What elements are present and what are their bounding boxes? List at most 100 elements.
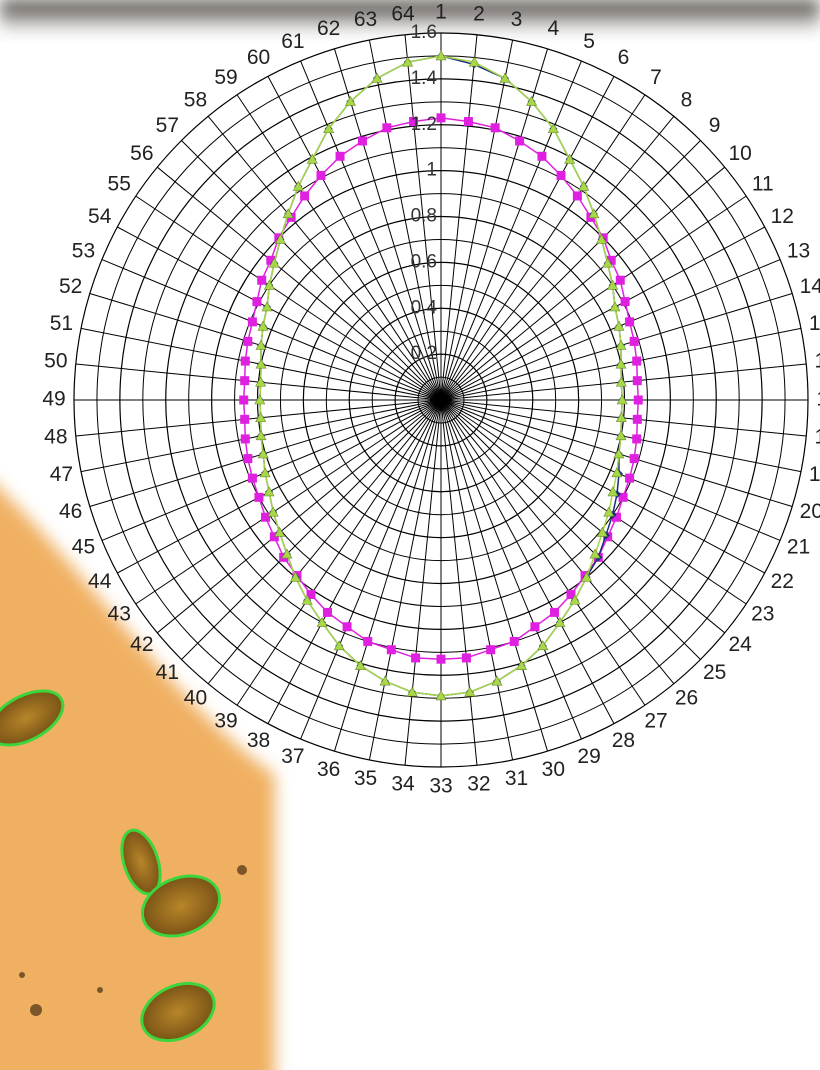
marker <box>411 653 420 662</box>
category-label: 3 <box>511 8 523 31</box>
marker <box>316 171 325 180</box>
marker <box>464 117 473 126</box>
category-label: 22 <box>771 570 794 593</box>
speck <box>97 987 103 993</box>
marker <box>630 454 639 463</box>
marker <box>621 297 630 306</box>
marker <box>239 396 248 405</box>
category-label: 25 <box>703 661 726 684</box>
category-label: 26 <box>675 687 698 710</box>
category-label: 19 <box>809 463 820 486</box>
category-label: 28 <box>612 729 635 752</box>
marker <box>550 608 559 617</box>
category-label: 1 <box>435 1 447 24</box>
category-label: 21 <box>787 536 810 559</box>
marker <box>530 622 539 631</box>
category-label: 45 <box>72 536 95 559</box>
r-tick-label: 0.6 <box>411 251 437 272</box>
marker <box>437 655 446 664</box>
category-label: 34 <box>391 773 415 796</box>
category-label: 59 <box>214 66 237 89</box>
category-label: 61 <box>281 30 304 53</box>
category-label: 8 <box>681 88 693 111</box>
category-label: 10 <box>728 142 751 165</box>
category-label: 31 <box>505 767 528 790</box>
category-label: 30 <box>542 758 565 781</box>
marker <box>241 357 250 366</box>
marker <box>616 276 625 285</box>
category-label: 48 <box>44 425 67 448</box>
category-label: 51 <box>50 312 73 335</box>
category-label: 32 <box>467 773 490 796</box>
category-label: 47 <box>50 463 73 486</box>
category-label: 15 <box>809 312 820 335</box>
category-label: 46 <box>59 500 82 523</box>
marker <box>363 637 372 646</box>
category-label: 35 <box>354 767 377 790</box>
marker <box>254 493 263 502</box>
category-label: 63 <box>354 8 377 31</box>
category-label: 52 <box>59 275 82 298</box>
category-label: 9 <box>709 114 721 137</box>
category-label: 5 <box>583 30 595 53</box>
marker <box>632 357 641 366</box>
marker <box>491 123 500 132</box>
category-label: 23 <box>751 603 774 626</box>
category-label: 41 <box>156 661 179 684</box>
page: {"chart_data": { "type": "radar", "categ… <box>0 0 820 1070</box>
category-label: 39 <box>214 709 237 732</box>
category-label: 37 <box>281 745 304 768</box>
category-label: 58 <box>184 88 207 111</box>
category-label: 20 <box>800 500 820 523</box>
marker <box>632 434 641 443</box>
category-label: 16 <box>814 350 820 373</box>
marker <box>358 136 367 145</box>
category-label: 11 <box>752 173 774 196</box>
marker <box>240 415 249 424</box>
category-label: 44 <box>88 570 112 593</box>
marker <box>625 317 634 326</box>
category-label: 62 <box>317 17 340 40</box>
category-label: 6 <box>618 46 630 69</box>
category-label: 18 <box>814 425 820 448</box>
category-label: 56 <box>130 142 153 165</box>
category-label: 12 <box>771 205 794 228</box>
category-label: 50 <box>44 350 67 373</box>
category-label: 42 <box>130 633 153 656</box>
category-label: 57 <box>156 114 179 137</box>
category-label: 24 <box>728 633 752 656</box>
category-label: 54 <box>88 205 112 228</box>
category-label: 14 <box>800 275 820 298</box>
marker <box>252 297 261 306</box>
marker <box>387 645 396 654</box>
r-tick-label: 1.4 <box>411 68 438 89</box>
marker <box>630 337 639 346</box>
r-tick-label: 0.8 <box>411 206 437 227</box>
r-tick-label: 0.4 <box>411 297 438 318</box>
marker <box>248 474 257 483</box>
marker <box>515 136 524 145</box>
r-tick-label: 0.2 <box>411 343 437 364</box>
category-label: 55 <box>108 173 131 196</box>
marker <box>257 276 266 285</box>
marker <box>240 376 249 385</box>
marker <box>437 113 446 122</box>
marker <box>323 608 332 617</box>
marker <box>633 376 642 385</box>
marker <box>633 415 642 424</box>
marker <box>261 513 270 522</box>
marker <box>510 637 519 646</box>
category-label: 4 <box>547 17 559 40</box>
category-label: 33 <box>429 775 452 798</box>
marker <box>300 191 309 200</box>
category-label: 2 <box>473 2 485 25</box>
category-label: 53 <box>72 239 95 262</box>
speck <box>19 972 25 978</box>
category-label: 40 <box>184 687 207 710</box>
marker <box>382 123 391 132</box>
marker <box>537 152 546 161</box>
marker <box>243 337 252 346</box>
category-label: 38 <box>247 729 270 752</box>
r-tick-label: 1 <box>426 160 437 181</box>
marker <box>343 622 352 631</box>
